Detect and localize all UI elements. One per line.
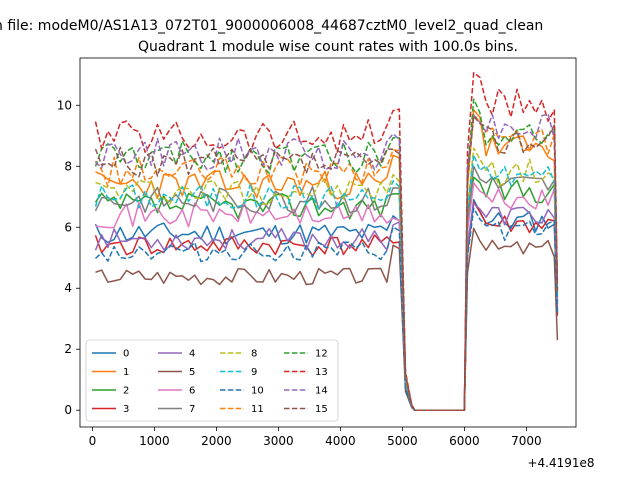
x-axis: 0 1000 2000 3000 4000 5000 6000 7000 <box>89 427 542 448</box>
legend-label: 6 <box>189 386 195 397</box>
y-tick-label: 6 <box>64 220 72 234</box>
x-offset-label: +4.4191e8 <box>527 456 594 470</box>
series-line-6 <box>95 182 559 411</box>
x-tick-label: 2000 <box>201 434 232 448</box>
series-line-12 <box>94 98 559 411</box>
series-line-3 <box>94 201 559 411</box>
figure-suptitle: n file: modeM0/AS1A13_072T01_9000006008_… <box>0 18 543 34</box>
x-tick-label: 4000 <box>325 434 356 448</box>
chart-title: Quadrant 1 module wise count rates with … <box>138 39 518 55</box>
x-tick-label: 5000 <box>387 434 418 448</box>
series-line-8 <box>95 147 559 411</box>
legend-label: 9 <box>251 367 257 378</box>
y-tick-label: 8 <box>64 159 72 173</box>
legend-label: 11 <box>251 404 264 415</box>
series-line-4 <box>94 202 559 411</box>
x-tick-label: 0 <box>89 434 97 448</box>
y-tick-label: 4 <box>64 281 72 295</box>
series-line-13 <box>94 71 559 411</box>
x-tick-label: 1000 <box>139 434 170 448</box>
legend-label: 13 <box>315 367 328 378</box>
series-line-15 <box>94 115 559 411</box>
series-line-1 <box>95 109 559 411</box>
x-tick-label: 3000 <box>263 434 294 448</box>
legend-label: 4 <box>189 349 195 360</box>
legend-label: 2 <box>123 386 129 397</box>
legend-label: 12 <box>315 349 328 360</box>
legend-box <box>85 339 339 422</box>
series-line-10 <box>94 207 559 411</box>
x-tick-label: 6000 <box>449 434 480 448</box>
legend-label: 8 <box>251 349 257 360</box>
legend-label: 15 <box>315 404 328 415</box>
series-line-9 <box>94 154 559 411</box>
y-axis: 0 2 4 6 8 10 <box>57 98 80 417</box>
plot-frame <box>79 57 577 428</box>
series-line-2 <box>94 176 559 411</box>
y-tick-label: 2 <box>64 342 72 356</box>
legend-label: 5 <box>189 367 195 378</box>
y-tick-label: 0 <box>64 403 72 417</box>
legend-label: 3 <box>123 404 129 415</box>
series-line-14 <box>94 113 559 411</box>
legend-label: 1 <box>123 367 129 378</box>
x-tick-label: 7000 <box>511 434 542 448</box>
series-layer <box>94 71 559 411</box>
legend-label: 10 <box>251 386 264 397</box>
legend-label: 7 <box>189 404 195 415</box>
legend-label: 14 <box>315 386 328 397</box>
series-line-5 <box>95 227 559 411</box>
legend-label: 0 <box>123 349 129 360</box>
y-tick-label: 10 <box>57 98 72 112</box>
